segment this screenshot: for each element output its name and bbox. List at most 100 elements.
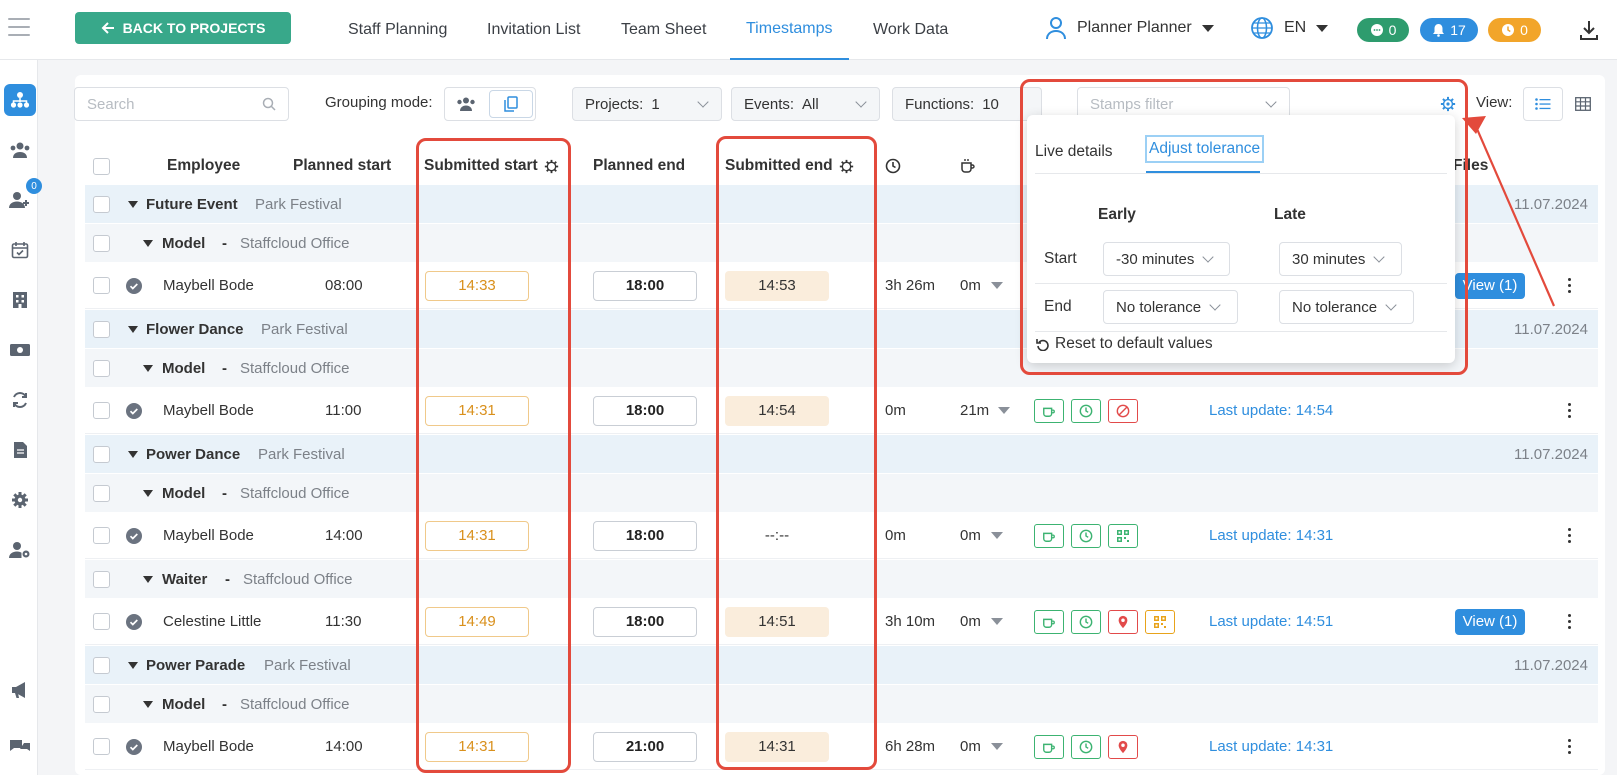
function-row[interactable]: Waiter - Staffcloud Office: [85, 560, 1598, 598]
more-options-icon[interactable]: [1568, 278, 1572, 293]
submitted-start[interactable]: 14:33: [425, 270, 529, 301]
submitted-start[interactable]: 14:31: [425, 395, 529, 426]
tab-work-data[interactable]: Work Data: [873, 21, 949, 38]
messages-badge[interactable]: 0: [1357, 18, 1409, 42]
coffee-icon[interactable]: [1034, 523, 1064, 548]
planned-end[interactable]: 18:00: [593, 520, 697, 551]
row-checkbox[interactable]: [93, 738, 110, 755]
expand-triangle-icon[interactable]: [143, 364, 153, 372]
row-checkbox[interactable]: [93, 695, 110, 713]
more-options-icon[interactable]: [1568, 614, 1572, 629]
sidebar-item-sync[interactable]: [4, 384, 36, 416]
functions-filter[interactable]: Functions: 10: [892, 87, 1042, 121]
expand-triangle-icon[interactable]: [143, 700, 153, 708]
function-row[interactable]: Model - Staffcloud Office: [85, 685, 1598, 723]
row-checkbox[interactable]: [93, 359, 110, 377]
menu-icon[interactable]: [8, 18, 30, 36]
last-update-link[interactable]: Last update: 14:31: [1209, 738, 1334, 755]
more-options-icon[interactable]: [1568, 403, 1572, 418]
break-duration[interactable]: 21m: [960, 402, 990, 419]
tab-staff-planning[interactable]: Staff Planning: [348, 21, 448, 38]
chevron-down-icon[interactable]: [991, 743, 1003, 750]
list-view-button[interactable]: [1523, 87, 1563, 121]
clock-icon[interactable]: [1071, 523, 1101, 548]
download-icon[interactable]: [1580, 20, 1598, 40]
submitted-end[interactable]: 14:53: [725, 270, 829, 301]
break-duration[interactable]: 0m: [960, 527, 981, 544]
expand-triangle-icon[interactable]: [128, 661, 138, 669]
last-update-link[interactable]: Last update: 14:54: [1209, 402, 1334, 419]
row-checkbox[interactable]: [93, 320, 110, 338]
row-checkbox[interactable]: [93, 234, 110, 252]
clock-icon[interactable]: [1071, 609, 1101, 634]
gear-icon[interactable]: [1440, 96, 1456, 112]
tab-adjust-tolerance[interactable]: Adjust tolerance: [1145, 135, 1265, 163]
select-all-checkbox[interactable]: [93, 157, 110, 175]
submitted-end[interactable]: 14:31: [725, 731, 829, 762]
row-checkbox[interactable]: [93, 570, 110, 588]
coffee-icon[interactable]: [1034, 398, 1064, 423]
alerts-badge[interactable]: 0: [1488, 18, 1541, 42]
expand-triangle-icon[interactable]: [128, 325, 138, 333]
sidebar-item-locations[interactable]: [4, 284, 36, 316]
planned-end[interactable]: 18:00: [593, 395, 697, 426]
expand-triangle-icon[interactable]: [128, 450, 138, 458]
chevron-down-icon[interactable]: [991, 282, 1003, 289]
submitted-start[interactable]: 14:31: [425, 731, 529, 762]
table-row[interactable]: Maybell Bode 14:00 14:31 21:00 14:31 6h …: [85, 724, 1598, 770]
event-group-row[interactable]: Power Dance Park Festival 11.07.2024: [85, 435, 1598, 473]
submitted-end[interactable]: 14:54: [725, 395, 829, 426]
submitted-start[interactable]: 14:31: [425, 520, 529, 551]
sidebar-item-calendar[interactable]: [4, 234, 36, 266]
language-selector[interactable]: EN: [1250, 16, 1329, 40]
search-input[interactable]: Search: [74, 87, 289, 121]
notifications-badge[interactable]: 17: [1420, 18, 1478, 42]
table-row[interactable]: Maybell Bode 11:00 14:31 18:00 14:54 0m …: [85, 388, 1598, 434]
qr-code-icon[interactable]: [1145, 609, 1175, 634]
clock-icon[interactable]: [1071, 734, 1101, 759]
row-checkbox[interactable]: [93, 277, 110, 294]
planned-end[interactable]: 21:00: [593, 731, 697, 762]
row-checkbox[interactable]: [93, 613, 110, 630]
break-duration[interactable]: 0m: [960, 613, 981, 630]
table-row[interactable]: Maybell Bode 14:00 14:31 18:00 --:-- 0m …: [85, 513, 1598, 559]
no-location-icon[interactable]: [1108, 398, 1138, 423]
row-checkbox[interactable]: [93, 195, 110, 213]
sidebar-item-announcements[interactable]: [4, 674, 36, 706]
start-late-select[interactable]: 30 minutes: [1279, 242, 1402, 276]
sidebar-item-projects[interactable]: [4, 84, 36, 116]
function-row[interactable]: Model - Staffcloud Office: [85, 474, 1598, 512]
tab-invitation-list[interactable]: Invitation List: [487, 21, 581, 38]
submitted-end[interactable]: 14:51: [725, 606, 829, 637]
chevron-down-icon[interactable]: [991, 532, 1003, 539]
sidebar-item-staff[interactable]: [4, 134, 36, 166]
sidebar-item-payments[interactable]: [4, 334, 36, 366]
row-checkbox[interactable]: [93, 527, 110, 544]
planned-end[interactable]: 18:00: [593, 606, 697, 637]
qr-code-icon[interactable]: [1108, 523, 1138, 548]
start-early-select[interactable]: -30 minutes: [1103, 242, 1230, 276]
expand-triangle-icon[interactable]: [143, 489, 153, 497]
last-update-link[interactable]: Last update: 14:31: [1209, 527, 1334, 544]
more-options-icon[interactable]: [1568, 528, 1572, 543]
back-to-projects-button[interactable]: BACK TO PROJECTS: [75, 12, 291, 44]
row-checkbox[interactable]: [93, 484, 110, 502]
tab-team-sheet[interactable]: Team Sheet: [621, 21, 707, 38]
row-checkbox[interactable]: [93, 656, 110, 674]
tab-timestamps[interactable]: Timestamps: [730, 0, 849, 60]
row-checkbox[interactable]: [93, 402, 110, 419]
clock-icon[interactable]: [1071, 398, 1101, 423]
view-files-button[interactable]: View (1): [1455, 608, 1525, 635]
planned-end[interactable]: 18:00: [593, 270, 697, 301]
group-by-people-button[interactable]: [445, 88, 487, 120]
sidebar-item-documents[interactable]: [4, 434, 36, 466]
end-late-select[interactable]: No tolerance: [1279, 290, 1414, 324]
submitted-end[interactable]: --:--: [764, 527, 790, 544]
last-update-link[interactable]: Last update: 14:51: [1209, 613, 1334, 630]
expand-triangle-icon[interactable]: [128, 200, 138, 208]
map-pin-icon[interactable]: [1108, 609, 1138, 634]
event-group-row[interactable]: Power Parade Park Festival 11.07.2024: [85, 646, 1598, 684]
chevron-down-icon[interactable]: [998, 407, 1010, 414]
events-filter[interactable]: Events: All: [731, 87, 880, 121]
group-by-event-button[interactable]: [489, 90, 533, 118]
